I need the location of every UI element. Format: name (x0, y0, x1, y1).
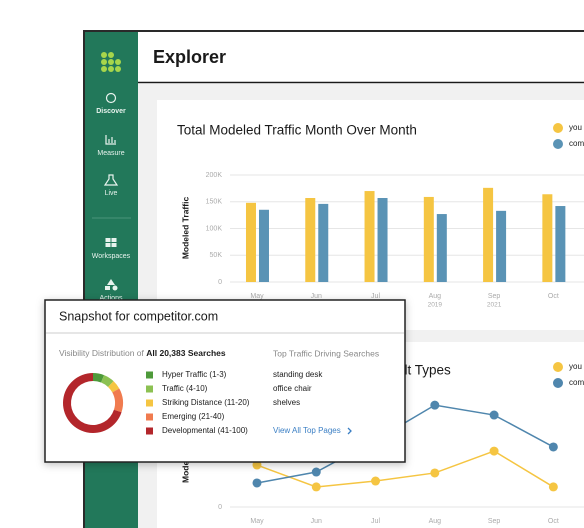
legend-label: Hyper Traffic (1-3) (162, 370, 227, 379)
top-searches-title: Top Traffic Driving Searches (273, 348, 379, 358)
bar (245, 202, 256, 282)
bar (258, 209, 269, 282)
x-tick-label: May (250, 293, 264, 300)
legend-label: you (569, 123, 582, 132)
line (256, 450, 554, 488)
nav-label[interactable]: Workspaces (92, 253, 131, 260)
y-tick-label: 50K (210, 252, 223, 259)
popup-title: Snapshot for competitor.com (59, 309, 218, 323)
legend-label: com (569, 139, 584, 148)
nav-label[interactable]: Actions (100, 295, 123, 302)
x-tick-label: Jul (371, 518, 380, 525)
search-item: office chair (273, 384, 312, 393)
legend-swatch (553, 362, 563, 372)
y-tick-label: 0 (218, 504, 222, 511)
page-title: Explorer (153, 47, 226, 67)
x-tick-label: Sep (488, 293, 501, 300)
nav-label[interactable]: Discover (96, 108, 126, 115)
point (371, 476, 381, 486)
x-tick-label: Sep (488, 518, 501, 525)
legend-label: Striking Distance (11-20) (162, 398, 250, 407)
legend-label: Traffic (4-10) (162, 384, 208, 393)
legend-swatch (146, 399, 153, 407)
legend-swatch (146, 413, 153, 421)
search-item: standing desk (273, 370, 323, 379)
point (311, 467, 321, 477)
point (252, 478, 262, 488)
subtitle-prefix: Visibility Distribution of (59, 348, 146, 358)
x-tick-sublabel: 2019 (428, 302, 443, 309)
x-tick-label: Oct (548, 293, 559, 300)
legend-label: Emerging (21-40) (162, 412, 225, 421)
charts: Total Modeled Traffic Month Over Month Mo… (177, 123, 584, 525)
donut-segment (93, 373, 105, 383)
bar (364, 191, 375, 282)
legend-label: Developmental (41-100) (162, 426, 248, 435)
bar (436, 214, 447, 282)
donut-chart: Hyper Traffic (1-3) Traffic (4-10) Strikin… (63, 370, 250, 435)
nav-actions[interactable]: Actions (100, 279, 123, 302)
chart-title: Total Modeled Traffic Month Over Month (177, 123, 417, 138)
nav-measure[interactable]: Measure (97, 135, 125, 157)
y-tick-label: 150K (206, 199, 223, 206)
bar (496, 210, 507, 282)
bar (318, 203, 329, 282)
legend-swatch (553, 123, 563, 133)
nav-label[interactable]: Measure (97, 150, 124, 157)
logo (101, 52, 121, 72)
bar (542, 194, 553, 282)
y-axis-label: Mode (180, 461, 190, 483)
point (430, 468, 440, 478)
point (489, 410, 499, 420)
bar (377, 198, 388, 282)
y-tick-label: 0 (218, 279, 222, 286)
point (548, 482, 558, 492)
legend-label: you (569, 362, 582, 371)
subtitle-bold: All 20,383 Searches (146, 348, 226, 358)
point (548, 442, 558, 452)
view-all-link[interactable]: View All Top Pages (273, 426, 341, 435)
bar (423, 196, 434, 282)
nav-workspaces[interactable]: Workspaces (92, 238, 131, 260)
donut-segment (101, 375, 114, 387)
legend-swatch (553, 378, 563, 388)
nav-live[interactable]: Live (103, 174, 119, 197)
legend-swatch (146, 427, 153, 435)
donut-segment (112, 388, 123, 413)
donut-segment (108, 381, 120, 393)
x-tick-label: Oct (548, 518, 559, 525)
bar (483, 187, 494, 282)
chevron[interactable] (347, 427, 352, 435)
x-tick-label: Aug (429, 518, 442, 525)
x-tick-sublabel: 2021 (487, 302, 502, 309)
point (311, 482, 321, 492)
bar (305, 198, 316, 282)
legend-label: com (569, 378, 584, 387)
bar (555, 206, 566, 282)
chart-title: ult Types (397, 363, 451, 378)
y-tick-label: 200K (206, 172, 223, 179)
point (489, 446, 499, 456)
snapshot-popup: Snapshot for competitor.com Visibility D… (44, 299, 406, 463)
nav-discover[interactable]: Discover (96, 92, 126, 115)
point (252, 460, 262, 470)
x-tick-label: May (250, 518, 264, 525)
x-tick-label: Jul (371, 293, 380, 300)
x-tick-label: Jun (311, 518, 322, 525)
search-item: shelves (273, 398, 300, 407)
x-tick-label: Jun (311, 293, 322, 300)
legend-swatch (146, 371, 153, 379)
y-axis-label: Modeled Traffic (180, 197, 190, 260)
legend-swatch (146, 385, 153, 393)
point (430, 400, 440, 410)
x-tick-label: Aug (429, 293, 442, 300)
legend-swatch (553, 139, 563, 149)
nav-label[interactable]: Live (105, 190, 118, 197)
y-tick-label: 100K (206, 225, 223, 232)
popup-subtitle: Visibility Distribution of All 20,383 Se… (59, 348, 226, 358)
